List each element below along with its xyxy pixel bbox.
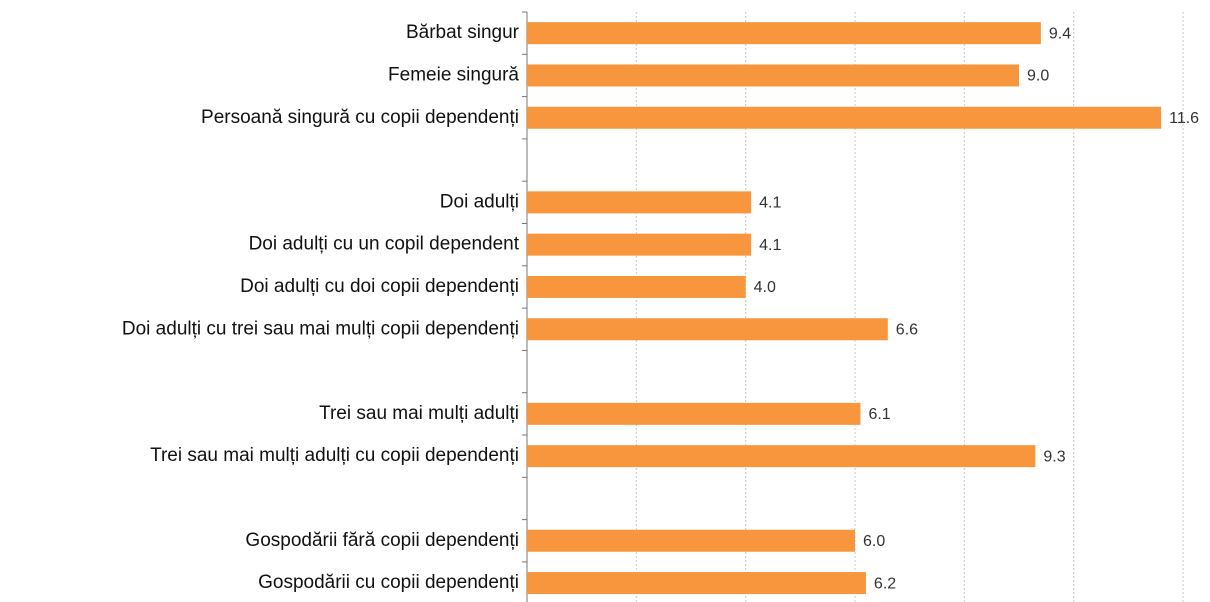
category-label: Femeie singură	[388, 64, 519, 85]
value-label: 6.2	[874, 575, 896, 592]
value-label: 9.3	[1043, 448, 1065, 465]
value-label: 6.6	[896, 321, 918, 338]
value-label: 4.1	[759, 237, 781, 254]
bar	[527, 318, 888, 341]
bar	[527, 22, 1041, 45]
category-label: Gospodării cu copii dependenți	[258, 572, 519, 593]
category-label: Doi adulți cu un copil dependent	[249, 234, 520, 255]
bar	[527, 191, 752, 214]
category-label: Doi adulți	[440, 191, 519, 212]
bar	[527, 572, 866, 595]
category-label: Doi adulți cu trei sau mai mulți copii d…	[122, 318, 519, 339]
bar	[527, 529, 855, 552]
category-label: Doi adulți cu doi copii dependenți	[240, 276, 519, 297]
bar	[527, 402, 861, 425]
value-label: 9.0	[1027, 68, 1049, 85]
category-label: Trei sau mai mulți adulți	[319, 403, 519, 424]
value-label: 9.4	[1049, 25, 1071, 42]
category-label: Bărbat singur	[406, 22, 520, 43]
value-label: 6.0	[863, 533, 885, 550]
bar	[527, 64, 1019, 87]
bar	[527, 106, 1162, 129]
value-label: 11.6	[1169, 110, 1199, 127]
value-label: 4.1	[759, 195, 781, 212]
value-label: 4.0	[754, 279, 776, 296]
category-label: Gospodării fără copii dependenți	[245, 530, 519, 551]
bar	[527, 445, 1036, 468]
bar	[527, 233, 752, 256]
category-label: Trei sau mai mulți adulți cu copii depen…	[150, 445, 519, 466]
category-label: Persoană singură cu copii dependenți	[201, 107, 519, 128]
value-label: 6.1	[868, 406, 890, 423]
bar	[527, 275, 746, 298]
